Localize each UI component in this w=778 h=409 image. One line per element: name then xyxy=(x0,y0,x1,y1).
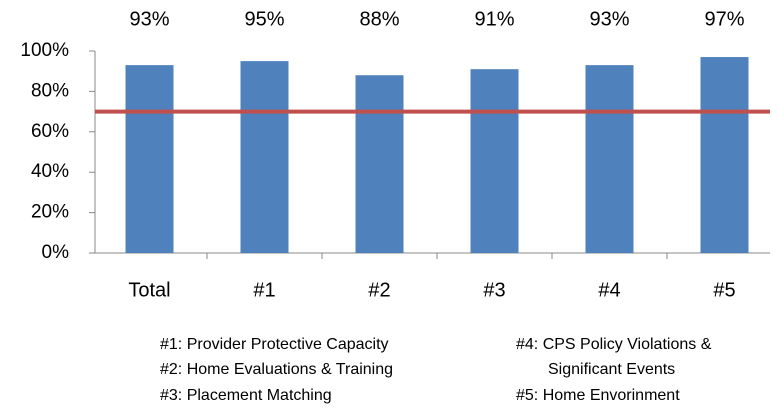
value-label: 93% xyxy=(589,8,629,30)
value-label: 91% xyxy=(474,8,514,30)
note: #3: Placement Matching xyxy=(160,387,332,404)
x-tick-label: #5 xyxy=(713,279,735,301)
note: #4: CPS Policy Violations & xyxy=(516,336,712,353)
bar xyxy=(585,65,634,253)
x-tick-label: #4 xyxy=(598,279,620,301)
bar xyxy=(355,75,404,254)
y-tick-label: 20% xyxy=(31,202,69,223)
x-tick-label: #2 xyxy=(368,279,390,301)
bar xyxy=(125,65,174,253)
value-label: 93% xyxy=(129,8,169,30)
note: Significant Events xyxy=(548,361,675,378)
bar xyxy=(470,69,519,254)
y-tick-label: 60% xyxy=(31,121,69,142)
y-tick-label: 40% xyxy=(31,161,69,182)
value-label: 97% xyxy=(704,8,744,30)
y-tick-label: 0% xyxy=(42,242,70,263)
bar xyxy=(700,57,749,254)
x-tick-label: #1 xyxy=(253,279,275,301)
note: #1: Provider Protective Capacity xyxy=(160,336,389,353)
bar xyxy=(240,61,289,253)
value-label: 88% xyxy=(359,8,399,30)
y-tick-label: 100% xyxy=(20,40,69,61)
x-tick-label: Total xyxy=(128,279,170,301)
y-tick-label: 80% xyxy=(31,80,69,101)
note: #2: Home Evaluations & Training xyxy=(160,361,393,378)
x-tick-label: #3 xyxy=(483,279,505,301)
value-label: 95% xyxy=(244,8,284,30)
note: #5: Home Envorinment xyxy=(516,387,680,404)
